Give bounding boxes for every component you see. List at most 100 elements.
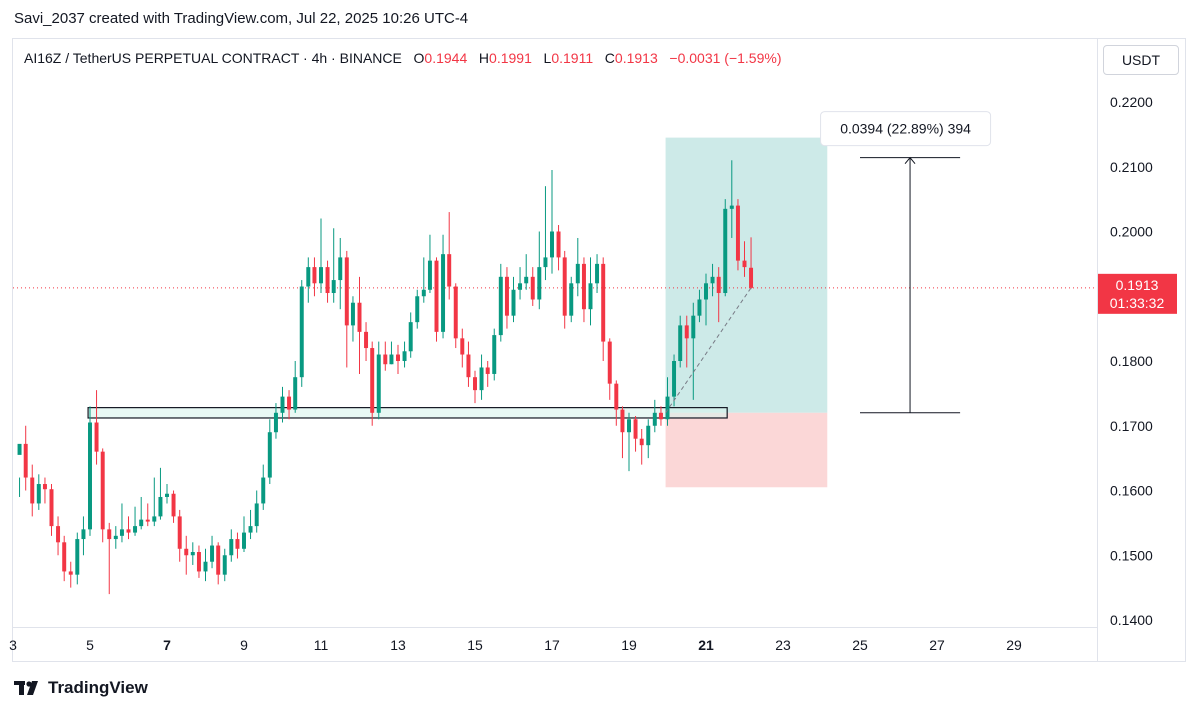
candle-body <box>68 571 73 575</box>
change-value: −0.0031 (−1.59%) <box>669 50 782 66</box>
low-label: L <box>543 50 552 66</box>
candle-body <box>415 296 420 323</box>
y-tick-label: 0.2200 <box>1110 94 1153 110</box>
candle-body <box>588 283 593 310</box>
candle-body <box>344 257 349 326</box>
candle-body <box>646 425 651 446</box>
candle-body <box>524 276 529 284</box>
candle-body <box>710 276 715 284</box>
candle-body <box>190 552 195 556</box>
candle-body <box>350 302 355 326</box>
candle-body <box>75 539 80 575</box>
candle-body <box>331 280 336 294</box>
tradingview-logo: TradingView <box>14 678 148 698</box>
candle-body <box>177 516 182 549</box>
candle-body <box>119 529 124 536</box>
x-tick-label: 9 <box>240 637 248 653</box>
symbol-title[interactable]: AI16Z / TetherUS PERPETUAL CONTRACT · 4h… <box>24 50 402 66</box>
plot-area <box>13 137 1096 595</box>
candle-body <box>293 377 298 410</box>
candle-body <box>338 257 343 281</box>
last-price-badge: 0.1913 01:33:32 <box>1098 273 1177 314</box>
candle-body <box>254 503 259 527</box>
candle-body <box>235 539 240 549</box>
high-value: 0.1991 <box>489 50 532 66</box>
x-tick-label: 15 <box>467 637 483 653</box>
currency-unit-button[interactable]: USDT <box>1103 45 1179 75</box>
candle-body <box>100 451 105 530</box>
candle-body <box>319 267 323 284</box>
candle-body <box>42 484 47 490</box>
x-tick-label: 21 <box>698 637 714 653</box>
bar-countdown: 01:33:32 <box>1110 295 1165 311</box>
candle-body <box>357 302 362 332</box>
candle-body <box>447 254 452 287</box>
candle-body <box>312 267 317 284</box>
low-value: 0.1911 <box>551 50 594 66</box>
author-credit: Savi_2037 created with TradingView.com, … <box>14 10 469 27</box>
candle-body <box>595 263 600 284</box>
candle-body <box>672 361 677 397</box>
x-tick-label: 13 <box>390 637 406 653</box>
candle-body <box>23 443 28 478</box>
x-tick-label: 17 <box>544 637 560 653</box>
candle-body <box>280 396 285 413</box>
candle-body <box>562 257 567 316</box>
candle-body <box>627 419 631 433</box>
candle-body <box>49 489 54 527</box>
symbol-legend: AI16Z / TetherUS PERPETUAL CONTRACT · 4h… <box>24 50 782 66</box>
candle-body <box>479 367 484 391</box>
candle-body <box>383 354 388 365</box>
candle-body <box>30 477 35 504</box>
time-axis-divider <box>12 627 1097 628</box>
x-tick-label: 7 <box>163 637 171 653</box>
candle-body <box>729 205 734 209</box>
candle-body <box>17 443 22 455</box>
candle-body <box>620 409 625 433</box>
y-tick-label: 0.2100 <box>1110 159 1153 175</box>
candle-body <box>261 477 266 504</box>
y-tick-label: 0.1800 <box>1110 353 1153 369</box>
candle-body <box>473 377 477 391</box>
y-tick-label: 0.1700 <box>1110 418 1153 434</box>
candle-body <box>652 412 657 426</box>
candle-body <box>633 419 638 439</box>
candle-body <box>466 354 471 378</box>
x-tick-label: 25 <box>852 637 868 653</box>
y-tick-label: 0.1600 <box>1110 483 1153 499</box>
candle-body <box>287 396 292 410</box>
candle-body <box>581 263 586 310</box>
candle-body <box>678 325 683 361</box>
candle-body <box>569 283 574 316</box>
candle-body <box>396 354 400 361</box>
stop-loss-zone <box>665 412 828 488</box>
candle-body <box>107 529 112 540</box>
price-axis-divider <box>1097 38 1098 662</box>
candle-body <box>434 260 439 332</box>
candle-body <box>639 438 644 446</box>
x-tick-label: 27 <box>929 637 945 653</box>
candle-body <box>158 496 163 517</box>
candle-body <box>537 267 542 300</box>
x-tick-label: 29 <box>1006 637 1022 653</box>
candle-body <box>691 315 696 339</box>
candle-body <box>267 432 272 478</box>
candle-body <box>441 254 446 332</box>
candle-body <box>165 493 169 497</box>
tradingview-mark-icon <box>14 681 38 695</box>
candle-body <box>126 529 131 533</box>
candle-body <box>139 519 144 527</box>
candle-body <box>370 348 375 413</box>
candle-body <box>402 351 407 361</box>
candle-body <box>735 205 740 261</box>
candle-body <box>364 331 369 349</box>
candle-body <box>56 526 61 543</box>
candle-body <box>749 267 754 288</box>
measure-label-box <box>820 111 992 147</box>
candle-body <box>88 422 92 530</box>
candle-body <box>498 276 503 336</box>
y-tick-label: 0.1400 <box>1110 612 1153 628</box>
y-tick-label: 0.2000 <box>1110 224 1153 240</box>
candle-body <box>133 526 138 533</box>
